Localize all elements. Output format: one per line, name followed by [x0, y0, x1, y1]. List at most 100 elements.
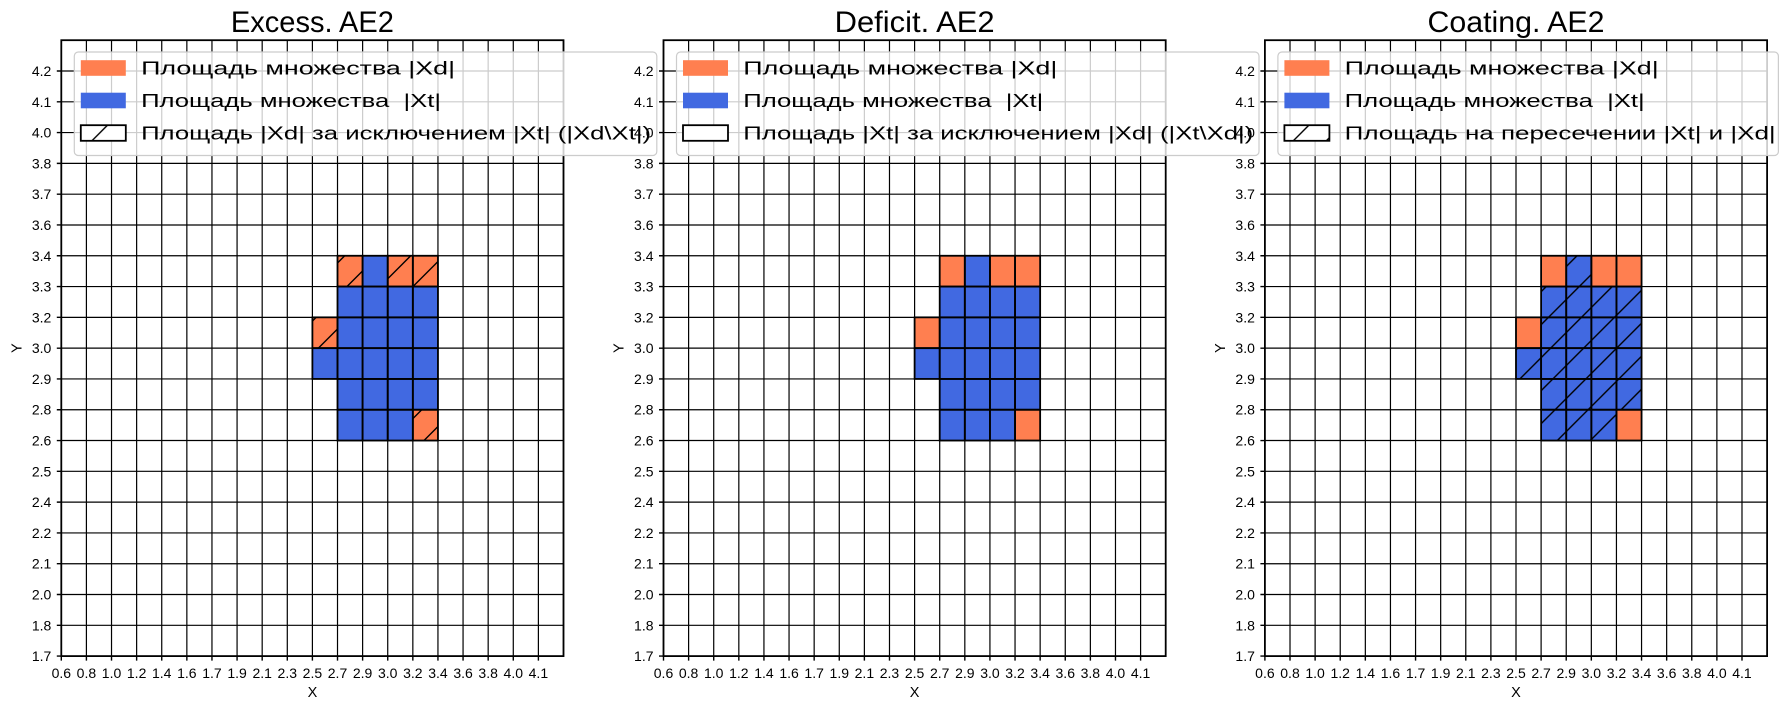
svg-text:2.3: 2.3 — [1481, 665, 1501, 681]
svg-text:3.2: 3.2 — [1005, 665, 1025, 681]
svg-text:4.2: 4.2 — [634, 63, 654, 79]
svg-text:Deficit. AE2: Deficit. AE2 — [835, 6, 995, 39]
svg-text:1.0: 1.0 — [1305, 665, 1325, 681]
svg-text:3.4: 3.4 — [428, 665, 448, 681]
svg-text:2.1: 2.1 — [32, 556, 52, 572]
svg-text:3.4: 3.4 — [1235, 248, 1255, 264]
svg-text:2.4: 2.4 — [1235, 494, 1255, 510]
svg-text:2.1: 2.1 — [634, 556, 654, 572]
svg-text:2.1: 2.1 — [1235, 556, 1255, 572]
svg-text:1.8: 1.8 — [634, 617, 654, 633]
svg-text:2.9: 2.9 — [353, 665, 373, 681]
svg-text:3.2: 3.2 — [403, 665, 423, 681]
svg-text:2.3: 2.3 — [880, 665, 900, 681]
svg-text:Y: Y — [1213, 343, 1229, 353]
svg-text:3.6: 3.6 — [634, 217, 654, 233]
svg-text:1.9: 1.9 — [830, 665, 850, 681]
svg-text:Площадь |Xt| за исключением |X: Площадь |Xt| за исключением |Xd| (|Xt\Xd… — [743, 123, 1253, 143]
svg-text:2.5: 2.5 — [905, 665, 925, 681]
svg-text:0.8: 0.8 — [679, 665, 699, 681]
svg-text:Площадь множества |Xd|: Площадь множества |Xd| — [1345, 58, 1659, 78]
svg-text:Y: Y — [9, 343, 25, 353]
svg-text:3.4: 3.4 — [32, 248, 52, 264]
svg-text:1.8: 1.8 — [1235, 617, 1255, 633]
svg-text:3.6: 3.6 — [1056, 665, 1076, 681]
svg-text:4.1: 4.1 — [634, 94, 654, 110]
svg-text:3.2: 3.2 — [1235, 309, 1255, 325]
svg-text:2.5: 2.5 — [32, 463, 52, 479]
svg-text:3.0: 3.0 — [32, 340, 52, 356]
svg-text:2.7: 2.7 — [328, 665, 348, 681]
svg-text:Y: Y — [612, 343, 628, 353]
svg-text:1.6: 1.6 — [177, 665, 197, 681]
svg-text:3.3: 3.3 — [634, 279, 654, 295]
svg-text:1.7: 1.7 — [202, 665, 222, 681]
svg-text:1.0: 1.0 — [704, 665, 724, 681]
svg-text:Площадь множества |Xt|: Площадь множества |Xt| — [743, 91, 1043, 111]
svg-text:4.1: 4.1 — [1235, 94, 1255, 110]
svg-text:1.7: 1.7 — [634, 648, 654, 664]
svg-text:2.4: 2.4 — [634, 494, 654, 510]
svg-text:4.0: 4.0 — [32, 125, 52, 141]
svg-text:3.6: 3.6 — [32, 217, 52, 233]
svg-text:2.3: 2.3 — [278, 665, 298, 681]
svg-text:3.6: 3.6 — [1657, 665, 1677, 681]
svg-text:3.4: 3.4 — [634, 248, 654, 264]
svg-text:2.1: 2.1 — [1456, 665, 1476, 681]
svg-text:Площадь множества |Xd|: Площадь множества |Xd| — [141, 58, 455, 78]
svg-text:0.8: 0.8 — [1280, 665, 1300, 681]
svg-text:2.2: 2.2 — [32, 525, 52, 541]
svg-text:2.6: 2.6 — [1235, 433, 1255, 449]
svg-text:3.0: 3.0 — [1582, 665, 1602, 681]
svg-text:Coating. AE2: Coating. AE2 — [1428, 6, 1605, 39]
svg-text:3.0: 3.0 — [1235, 340, 1255, 356]
svg-text:Площадь множества |Xt|: Площадь множества |Xt| — [1345, 91, 1645, 111]
svg-text:4.0: 4.0 — [1235, 125, 1255, 141]
svg-text:1.7: 1.7 — [32, 648, 52, 664]
svg-text:2.1: 2.1 — [252, 665, 272, 681]
svg-text:2.8: 2.8 — [634, 402, 654, 418]
svg-text:0.8: 0.8 — [77, 665, 97, 681]
svg-text:2.5: 2.5 — [303, 665, 323, 681]
svg-text:2.9: 2.9 — [32, 371, 52, 387]
svg-text:X: X — [910, 685, 920, 701]
svg-text:1.6: 1.6 — [779, 665, 799, 681]
svg-text:0.6: 0.6 — [654, 665, 674, 681]
svg-text:3.8: 3.8 — [32, 155, 52, 171]
svg-text:4.2: 4.2 — [1235, 63, 1255, 79]
svg-text:2.7: 2.7 — [930, 665, 950, 681]
svg-text:2.5: 2.5 — [1235, 463, 1255, 479]
svg-text:3.8: 3.8 — [478, 665, 498, 681]
svg-text:Площадь на пересечении |Xt| и: Площадь на пересечении |Xt| и |Xd| — [1345, 123, 1776, 143]
svg-text:4.0: 4.0 — [1707, 665, 1727, 681]
svg-text:4.1: 4.1 — [32, 94, 52, 110]
svg-text:3.8: 3.8 — [1081, 665, 1101, 681]
svg-text:2.9: 2.9 — [1235, 371, 1255, 387]
svg-text:4.0: 4.0 — [1106, 665, 1126, 681]
svg-text:2.9: 2.9 — [634, 371, 654, 387]
svg-text:1.7: 1.7 — [804, 665, 824, 681]
svg-text:3.8: 3.8 — [1235, 155, 1255, 171]
svg-text:3.6: 3.6 — [1235, 217, 1255, 233]
svg-text:2.5: 2.5 — [634, 463, 654, 479]
svg-text:1.8: 1.8 — [32, 617, 52, 633]
svg-text:1.9: 1.9 — [1431, 665, 1451, 681]
svg-text:2.5: 2.5 — [1506, 665, 1526, 681]
svg-text:2.2: 2.2 — [634, 525, 654, 541]
svg-text:1.2: 1.2 — [1330, 665, 1350, 681]
svg-text:2.9: 2.9 — [955, 665, 975, 681]
svg-text:3.2: 3.2 — [634, 309, 654, 325]
svg-text:4.0: 4.0 — [634, 125, 654, 141]
svg-text:1.9: 1.9 — [227, 665, 247, 681]
svg-text:2.8: 2.8 — [32, 402, 52, 418]
svg-text:1.4: 1.4 — [1356, 665, 1376, 681]
svg-text:1.4: 1.4 — [152, 665, 172, 681]
svg-text:Excess. AE2: Excess. AE2 — [231, 6, 394, 39]
svg-text:2.0: 2.0 — [1235, 587, 1255, 603]
svg-text:X: X — [1511, 685, 1521, 701]
svg-text:0.6: 0.6 — [52, 665, 72, 681]
svg-text:3.3: 3.3 — [1235, 279, 1255, 295]
svg-text:3.4: 3.4 — [1632, 665, 1652, 681]
svg-text:Площадь |Xd| за исключением |X: Площадь |Xd| за исключением |Xt| (|Xd\Xt… — [141, 123, 651, 143]
svg-text:3.2: 3.2 — [32, 309, 52, 325]
